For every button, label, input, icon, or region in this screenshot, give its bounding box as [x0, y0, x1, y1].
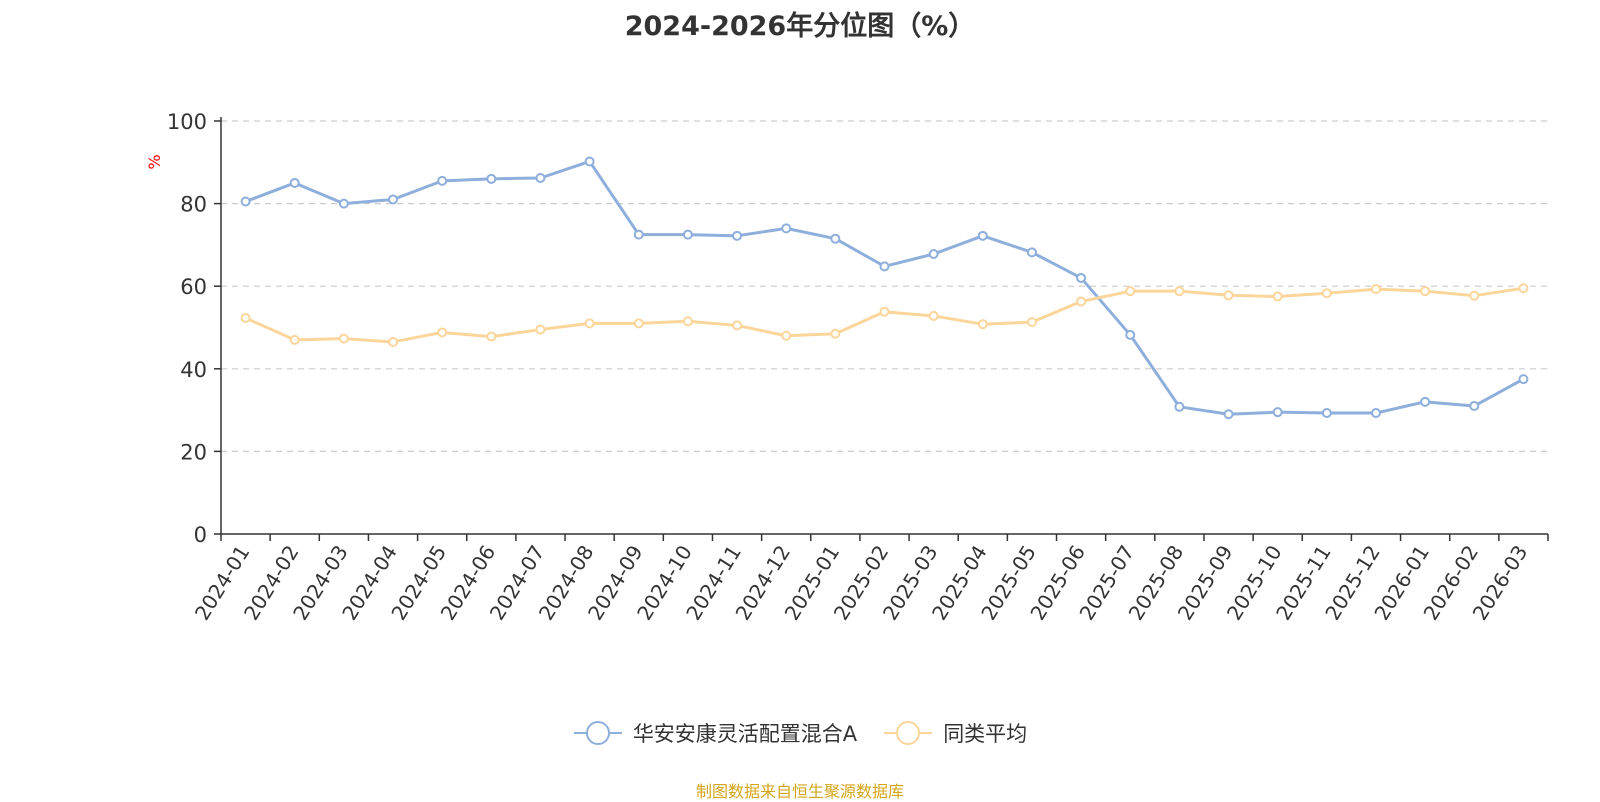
- data-point[interactable]: [682, 229, 693, 240]
- chart-title: 2024-2026年分位图（%）: [624, 11, 976, 42]
- legend-label: 华安安康灵活配置混合A: [632, 722, 858, 746]
- data-point[interactable]: [977, 230, 988, 241]
- data-point[interactable]: [1223, 290, 1234, 301]
- series-line: [245, 159, 1525, 416]
- data-point[interactable]: [535, 324, 546, 335]
- data-point[interactable]: [781, 223, 792, 234]
- data-point[interactable]: [732, 320, 743, 331]
- y-tick-label: 80: [180, 193, 207, 217]
- data-point[interactable]: [830, 233, 841, 244]
- data-point[interactable]: [928, 310, 939, 321]
- y-tick-label: 0: [194, 523, 207, 547]
- data-point[interactable]: [1272, 291, 1283, 302]
- data-point[interactable]: [388, 194, 399, 205]
- data-point[interactable]: [289, 334, 300, 345]
- data-point[interactable]: [1223, 409, 1234, 420]
- y-tick-label: 40: [180, 358, 207, 382]
- source-note: 制图数据来自恒生聚源数据库: [695, 782, 904, 801]
- data-point[interactable]: [1026, 247, 1037, 258]
- data-point[interactable]: [1469, 290, 1480, 301]
- data-point[interactable]: [928, 248, 939, 259]
- data-point[interactable]: [437, 327, 448, 338]
- data-point[interactable]: [633, 318, 644, 329]
- data-point[interactable]: [1174, 401, 1185, 412]
- data-point[interactable]: [486, 173, 497, 184]
- series-1: [240, 156, 1529, 420]
- data-point[interactable]: [879, 306, 890, 317]
- axes: [214, 117, 1549, 541]
- data-point[interactable]: [289, 177, 300, 188]
- data-point[interactable]: [781, 330, 792, 341]
- data-point[interactable]: [437, 175, 448, 186]
- y-tick-label: 20: [180, 440, 207, 464]
- legend-marker-icon: [573, 721, 622, 745]
- data-point[interactable]: [1321, 288, 1332, 299]
- series-2: [240, 283, 1529, 347]
- data-point[interactable]: [1420, 286, 1431, 297]
- data-point[interactable]: [486, 331, 497, 342]
- axis-labels: 0204060801002024-012024-022024-032024-04…: [167, 110, 1532, 624]
- data-point[interactable]: [338, 333, 349, 344]
- data-point[interactable]: [1125, 329, 1136, 340]
- grid-lines: [221, 120, 1548, 452]
- data-point[interactable]: [1370, 407, 1381, 418]
- data-point[interactable]: [1174, 286, 1185, 297]
- data-point[interactable]: [1026, 317, 1037, 328]
- series-lines: [240, 156, 1529, 420]
- data-point[interactable]: [732, 230, 743, 241]
- data-point[interactable]: [1076, 272, 1087, 283]
- data-point[interactable]: [1076, 296, 1087, 307]
- data-point[interactable]: [977, 319, 988, 330]
- data-point[interactable]: [1469, 400, 1480, 411]
- data-point[interactable]: [879, 261, 890, 272]
- data-point[interactable]: [584, 318, 595, 329]
- data-point[interactable]: [1370, 284, 1381, 295]
- legend-item-2[interactable]: 同类平均: [883, 718, 1027, 748]
- data-point[interactable]: [830, 328, 841, 339]
- data-point[interactable]: [1272, 407, 1283, 418]
- data-point[interactable]: [1125, 286, 1136, 297]
- data-point[interactable]: [584, 156, 595, 167]
- data-point[interactable]: [682, 316, 693, 327]
- y-tick-label: 100: [167, 110, 207, 134]
- legend-label: 同类平均: [943, 722, 1028, 746]
- legend-item-1[interactable]: 华安安康灵活配置混合A: [573, 718, 857, 748]
- y-tick-label: 60: [180, 275, 207, 299]
- data-point[interactable]: [1420, 396, 1431, 407]
- y-axis-label: %: [145, 154, 164, 169]
- data-point[interactable]: [633, 229, 644, 240]
- data-point[interactable]: [240, 313, 251, 324]
- data-point[interactable]: [535, 172, 546, 183]
- data-point[interactable]: [388, 336, 399, 347]
- legend-marker-icon: [884, 721, 933, 745]
- data-point[interactable]: [240, 196, 251, 207]
- data-point[interactable]: [338, 198, 349, 209]
- data-point[interactable]: [1518, 374, 1529, 385]
- data-point[interactable]: [1321, 407, 1332, 418]
- data-point[interactable]: [1518, 283, 1529, 294]
- legend: 华安安康灵活配置混合A 同类平均: [0, 718, 1600, 748]
